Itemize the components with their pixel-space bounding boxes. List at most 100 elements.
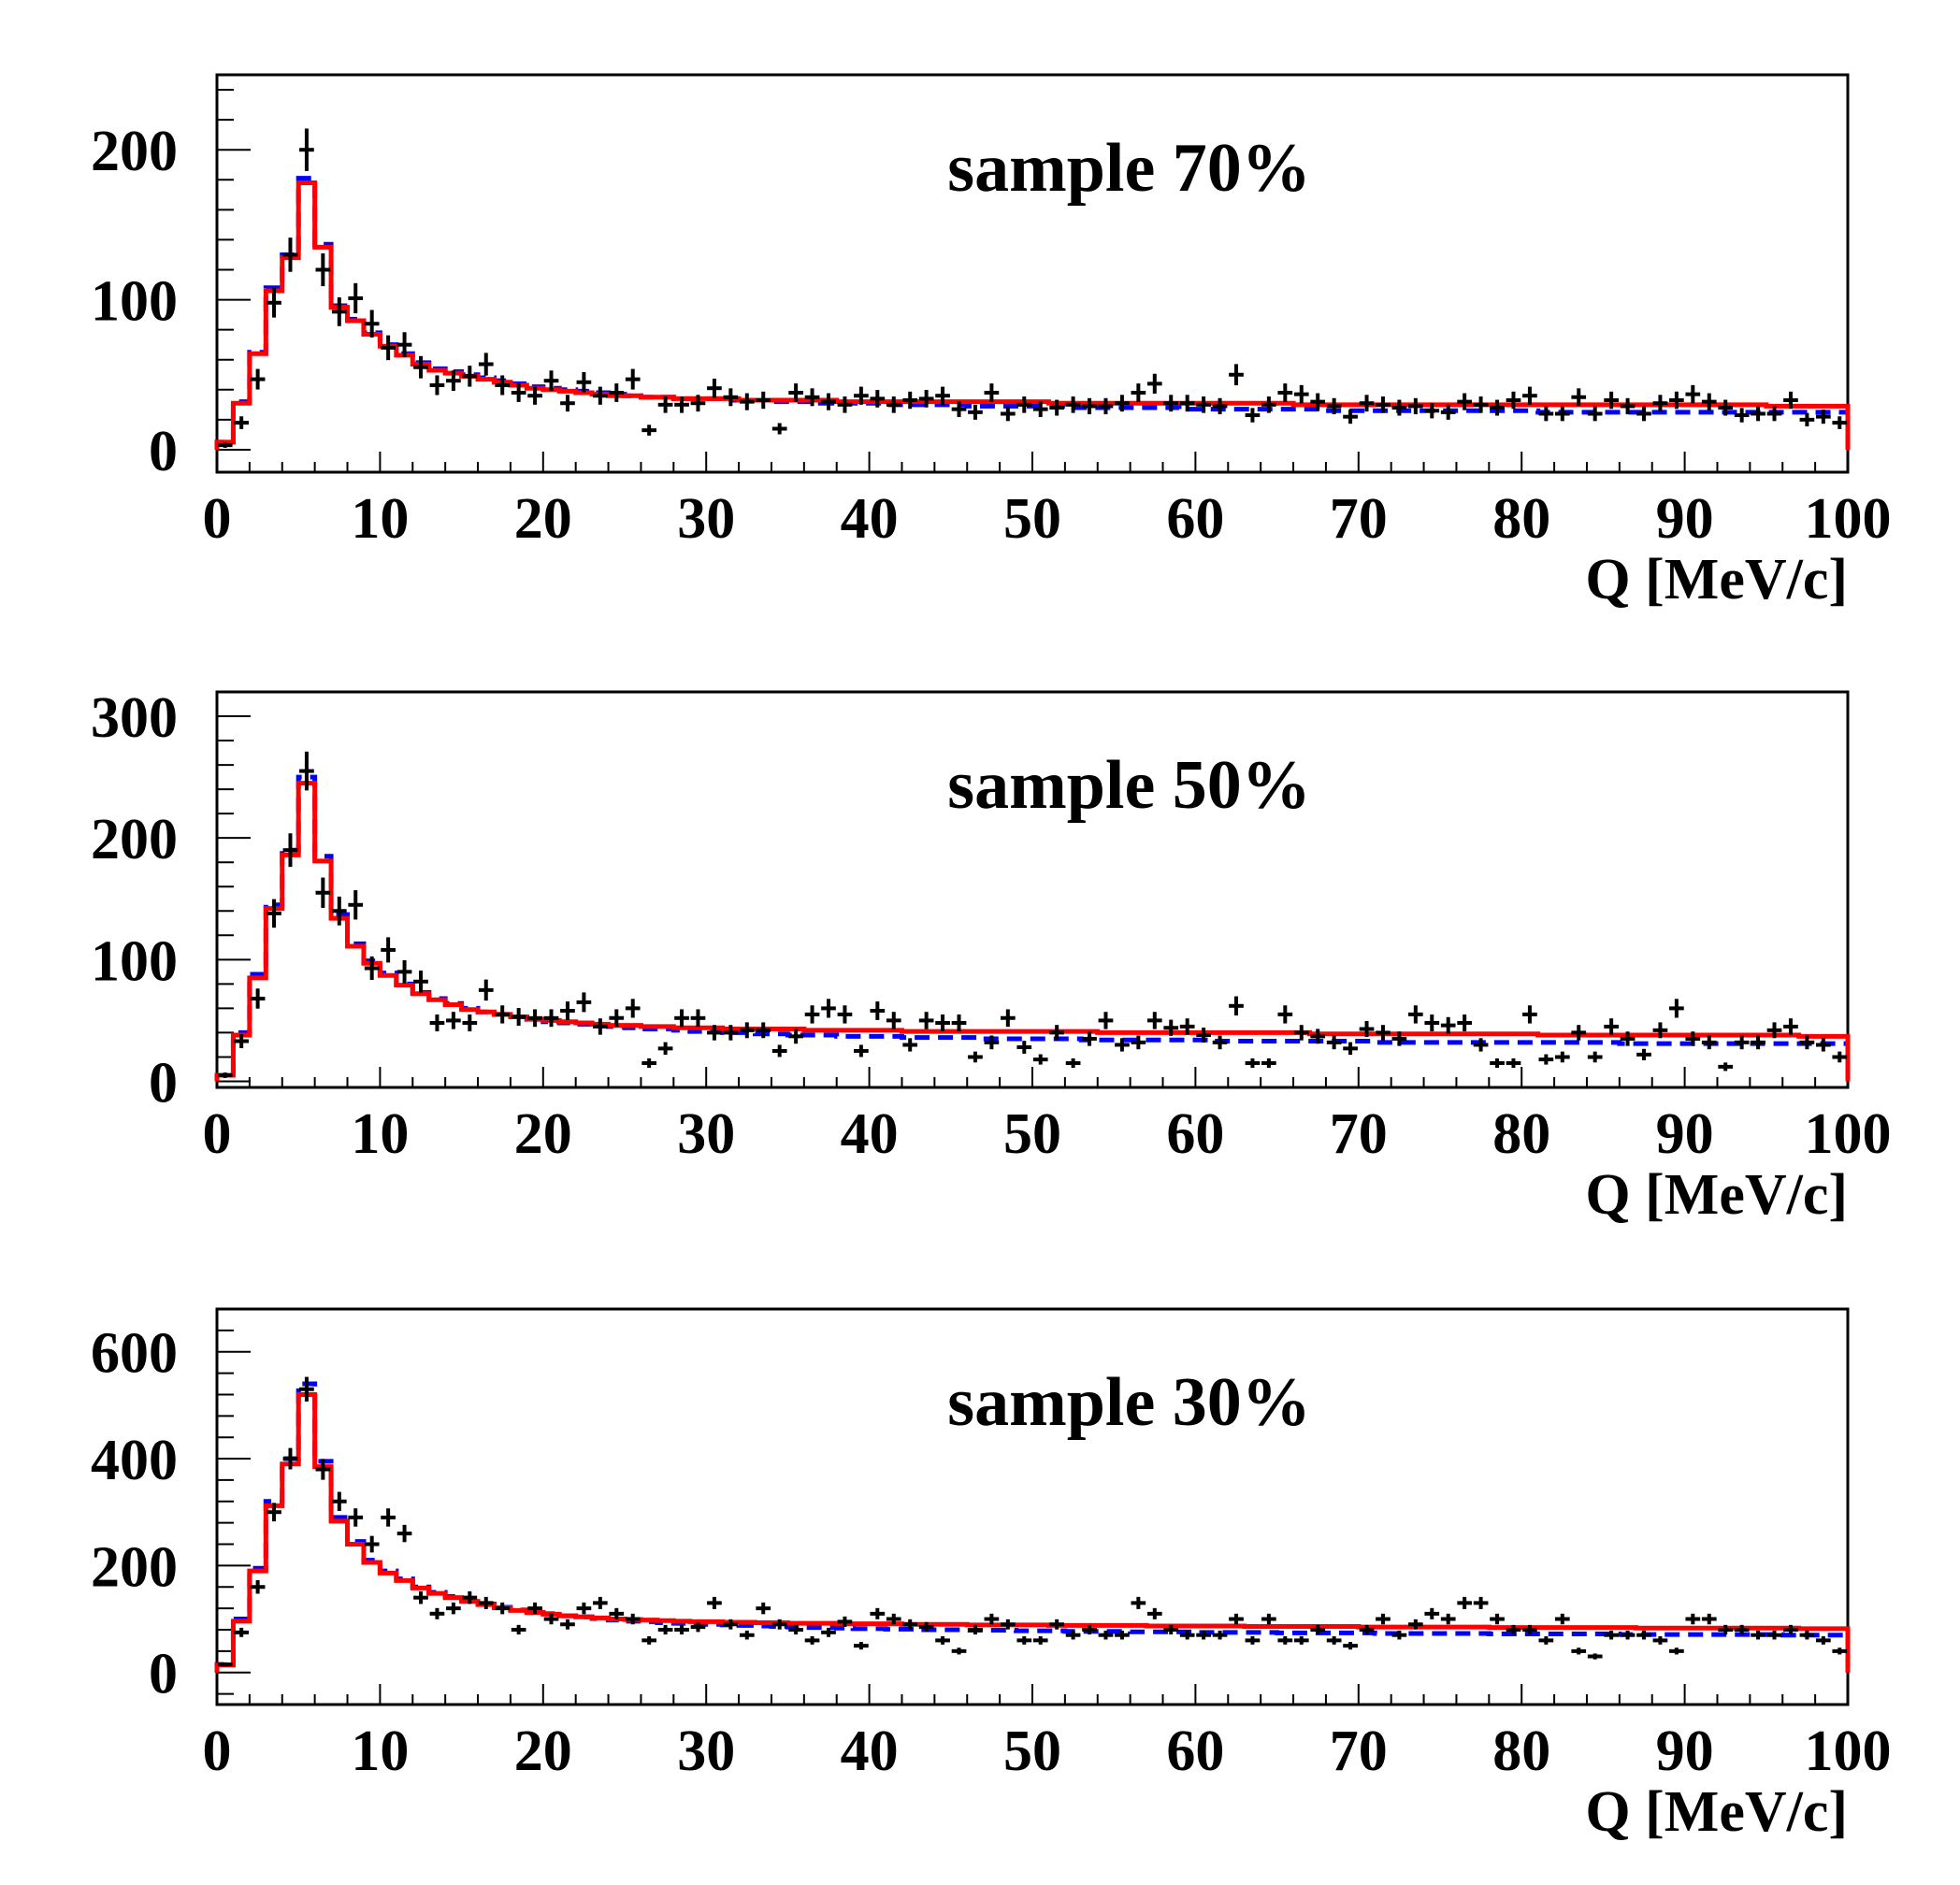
data-point [462, 366, 478, 387]
data-point [804, 388, 820, 407]
data-point [1604, 391, 1619, 410]
y-tick-label: 100 [91, 270, 178, 334]
data-point [625, 1613, 641, 1625]
data-point [1554, 406, 1570, 422]
data-point [560, 1001, 575, 1020]
data-point [968, 404, 983, 420]
data-point [1506, 1624, 1521, 1635]
x-tick-label: 30 [677, 1720, 735, 1783]
data-point [446, 370, 461, 392]
data-point [1799, 1035, 1815, 1050]
data-point [641, 1058, 657, 1069]
data-point [1000, 406, 1016, 422]
data-point [1326, 1035, 1342, 1050]
data-point [282, 1447, 298, 1470]
data-point [902, 391, 918, 410]
data-point [250, 1580, 266, 1594]
data-point [1179, 395, 1195, 412]
data-point [1065, 1058, 1081, 1069]
data-point [234, 416, 250, 429]
y-tick-label: 0 [149, 1051, 178, 1115]
data-point [609, 1009, 625, 1028]
data-point [1376, 396, 1391, 413]
x-tick-label: 100 [1805, 1720, 1892, 1783]
data-point [429, 1607, 445, 1619]
data-point [1115, 395, 1130, 412]
data-point [1587, 1653, 1603, 1660]
data-point [1457, 1596, 1473, 1609]
data-point [886, 1012, 901, 1029]
data-point [1179, 1018, 1195, 1035]
x-tick-label: 30 [677, 1102, 735, 1166]
data-point [267, 1503, 281, 1522]
data-point [348, 282, 364, 314]
x-tick-label: 60 [1166, 1102, 1224, 1166]
data-point [1538, 1635, 1554, 1645]
x-tick-label: 20 [514, 487, 572, 551]
x-tick-label: 20 [514, 1720, 572, 1783]
data-point [1424, 1014, 1440, 1032]
data-point [478, 979, 494, 1001]
data-point [1571, 388, 1587, 407]
data-point [723, 388, 739, 407]
y-tick-label: 200 [91, 1535, 178, 1599]
data-point [1815, 1635, 1831, 1645]
data-point [217, 442, 233, 448]
data-point [1016, 1635, 1032, 1645]
data-point [495, 1005, 511, 1024]
data-point [1196, 1630, 1211, 1640]
x-tick-label: 40 [841, 487, 899, 551]
series-line-fit-red-solid [214, 781, 1851, 1082]
x-tick-label: 100 [1805, 1102, 1892, 1166]
data-point [1685, 1031, 1701, 1046]
data-point [1734, 408, 1750, 423]
data-point [1196, 1028, 1211, 1043]
data-point [1571, 1025, 1587, 1041]
data-point [821, 393, 836, 410]
data-point [1734, 1035, 1750, 1050]
y-tick-label: 600 [91, 1322, 178, 1386]
data-point [690, 1621, 706, 1633]
data-point [1701, 1035, 1717, 1050]
data-point [1032, 1054, 1048, 1065]
data-point [1652, 395, 1668, 412]
data-point [348, 1508, 364, 1527]
data-point [707, 1025, 722, 1041]
data-point [609, 1607, 625, 1619]
data-point [478, 1596, 494, 1609]
data-point [543, 1613, 559, 1625]
x-tick-label: 60 [1166, 487, 1224, 551]
x-tick-label: 90 [1656, 1720, 1714, 1783]
data-point [1229, 364, 1244, 386]
data-point [657, 396, 673, 413]
data-point [1554, 1051, 1570, 1063]
data-point [1652, 1635, 1668, 1645]
data-point [560, 395, 575, 412]
data-point [1604, 1018, 1619, 1035]
data-point [902, 1038, 918, 1052]
data-point [1652, 1022, 1668, 1039]
data-point [657, 1042, 673, 1056]
panel-title: sample 30% [947, 1364, 1311, 1441]
x-tick-label: 50 [1003, 1720, 1061, 1783]
data-point [511, 383, 526, 402]
data-point [250, 368, 266, 390]
data-point [854, 1044, 869, 1058]
data-point [1082, 1624, 1097, 1635]
data-point [1424, 403, 1440, 419]
data-point [331, 1491, 347, 1512]
data-point [723, 1025, 739, 1041]
x-tick-label: 40 [841, 1102, 899, 1166]
data-point [1065, 396, 1081, 413]
data-point [576, 1602, 592, 1615]
data-point [446, 1012, 461, 1029]
data-point [1766, 1630, 1782, 1640]
data-point [348, 890, 364, 920]
data-point [1261, 1058, 1276, 1069]
data-point [1146, 1012, 1162, 1029]
data-point [462, 1014, 478, 1032]
x-tick-label: 0 [203, 487, 232, 551]
data-point [1293, 1635, 1309, 1645]
data-point [674, 396, 689, 413]
x-tick-label: 50 [1003, 1102, 1061, 1166]
